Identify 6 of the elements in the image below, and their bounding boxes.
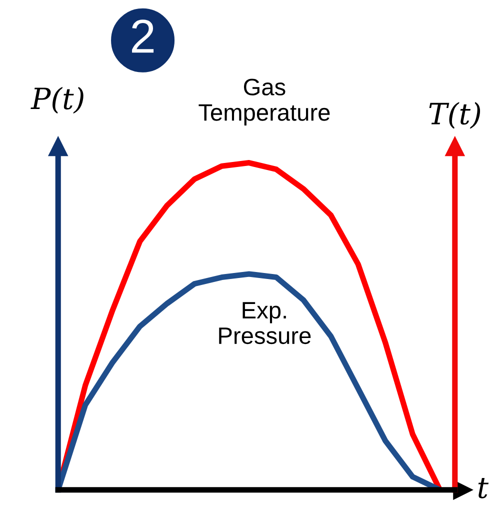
x-axis-title: t [478,478,489,498]
series-label: Exp. Pressure [219,302,311,344]
text: 2 [132,20,154,53]
text: T(t) [429,102,480,129]
text: P(t) [30,86,84,114]
series-label: Gas Temperature [198,78,330,126]
